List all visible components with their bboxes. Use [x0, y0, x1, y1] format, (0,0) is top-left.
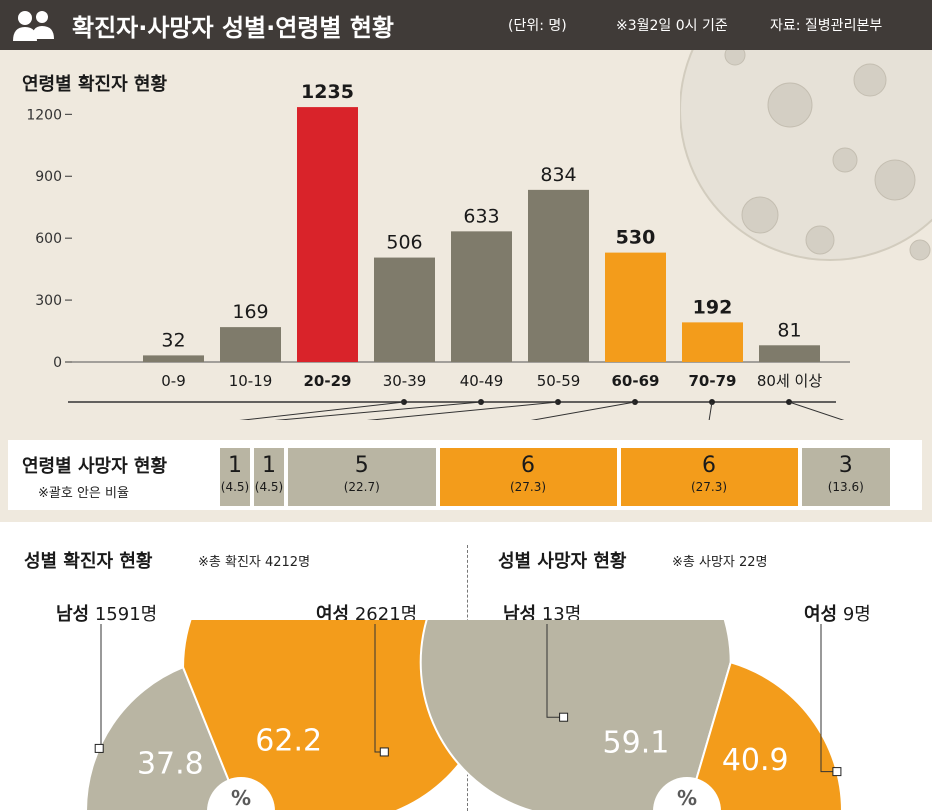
legend-leader-line — [99, 624, 102, 749]
death-percent: (22.7) — [343, 480, 380, 494]
total-cases-note: ※총 확진자 4212명 — [198, 555, 311, 570]
legend-leader-line — [820, 624, 837, 773]
y-tick-label: 300 — [35, 293, 62, 309]
bar — [220, 327, 281, 362]
gender-pie-charts: 37.8 62.2% 59.1 40.9% — [84, 620, 844, 811]
bar — [759, 345, 820, 362]
pie-center-hole — [653, 777, 721, 811]
pie-slice — [685, 661, 844, 811]
death-segment: 3 (13.6) — [801, 448, 890, 506]
x-tick-label: 70-79 — [689, 372, 737, 390]
bar-value-label: 530 — [616, 227, 656, 249]
death-count: 1 — [262, 453, 276, 478]
female-deaths-legend: 여성 9명 — [804, 604, 871, 625]
bar-value-label: 81 — [777, 319, 801, 341]
pie-percent-label: 37.8 — [137, 746, 204, 781]
x-tick-label: 10-19 — [229, 372, 273, 390]
y-tick-label: 1200 — [26, 107, 62, 123]
x-tick-label: 0-9 — [161, 372, 186, 390]
legend-leader-line — [546, 624, 564, 718]
unit-label: (단위: 명) — [508, 18, 567, 34]
bar — [451, 231, 512, 362]
connector-line — [788, 401, 845, 420]
header-bar — [0, 0, 932, 50]
death-count: 3 — [838, 453, 853, 478]
death-segment: 6 (27.3) — [620, 448, 798, 506]
bar-value-label: 192 — [693, 296, 733, 318]
death-count: 6 — [521, 453, 535, 478]
x-tick-label: 30-39 — [383, 372, 427, 390]
ratio-note: ※괄호 안은 비율 — [38, 486, 129, 501]
x-tick-label: 80세 이상 — [757, 372, 822, 390]
age-cases-bar-chart: 0 300 600 900 1200 32 0-9 169 10-19 1235 20-29 506 3… — [26, 81, 850, 420]
death-percent: (27.3) — [690, 480, 728, 494]
total-deaths-note: ※총 사망자 22명 — [672, 555, 768, 570]
people-icon — [13, 11, 54, 41]
pie-slice — [419, 620, 732, 811]
death-count: 5 — [354, 453, 369, 478]
pie-center-label: % — [677, 786, 697, 810]
age-deaths-title: 연령별 사망자 현황 — [22, 456, 168, 477]
legend-leader-square — [832, 767, 842, 777]
date-basis: ※3월2일 0시 기준 — [616, 18, 728, 34]
death-segment: 1 (4.5) — [220, 448, 250, 506]
pie-slice — [84, 665, 243, 811]
source-label: 자료: 질병관리본부 — [770, 18, 883, 34]
bar-value-label: 633 — [463, 205, 499, 227]
death-percent: (4.5) — [254, 480, 284, 494]
y-tick-label: 600 — [35, 231, 62, 247]
bar-value-label: 506 — [386, 232, 422, 254]
bar-value-label: 834 — [540, 164, 576, 186]
virus-illustration — [680, 40, 932, 261]
pie-center-hole — [207, 777, 275, 811]
male-cases-legend: 남성 1591명 — [56, 604, 158, 625]
bar-value-label: 32 — [161, 329, 185, 351]
bar — [605, 252, 666, 362]
bar-value-label: 1235 — [301, 81, 354, 103]
legend-leader-square — [559, 712, 569, 722]
legend-leader-square — [94, 743, 104, 753]
gender-deaths-title: 성별 사망자 현황 — [498, 551, 627, 572]
x-tick-label: 20-29 — [304, 372, 352, 390]
connector-line — [530, 401, 636, 420]
legend-leader-square — [379, 747, 389, 757]
x-tick-label: 60-69 — [612, 372, 660, 390]
bar — [528, 189, 589, 362]
connector-line — [708, 401, 713, 420]
death-segment: 1 (4.5) — [254, 448, 284, 506]
bar-value-label: 169 — [232, 301, 268, 323]
connector-line — [366, 401, 559, 420]
death-percent: (13.6) — [827, 480, 864, 494]
bar — [143, 355, 204, 362]
connector-line — [274, 401, 482, 420]
bar — [374, 257, 435, 362]
x-tick-label: 40-49 — [460, 372, 504, 390]
death-count: 6 — [702, 453, 716, 478]
death-segment: 5 (22.7) — [288, 448, 436, 506]
pie-percent-label: 59.1 — [603, 726, 670, 761]
y-tick-label: 0 — [53, 355, 62, 371]
death-segment: 6 (27.3) — [439, 448, 617, 506]
pie-percent-label: 40.9 — [722, 743, 789, 778]
death-percent: (27.3) — [509, 480, 547, 494]
death-percent: (4.5) — [220, 480, 250, 494]
page-title: 확진자·사망자 성별·연령별 현황 — [72, 14, 394, 42]
y-tick-label: 900 — [35, 169, 62, 185]
age-cases-title: 연령별 확진자 현황 — [22, 74, 168, 95]
pie-percent-label: 62.2 — [255, 723, 322, 758]
gender-cases-title: 성별 확진자 현황 — [24, 551, 153, 572]
death-count: 1 — [228, 453, 242, 478]
bar — [297, 107, 358, 362]
pie-center-label: % — [231, 786, 251, 810]
connector-line — [239, 401, 405, 420]
bar — [682, 322, 743, 362]
x-tick-label: 50-59 — [537, 372, 581, 390]
